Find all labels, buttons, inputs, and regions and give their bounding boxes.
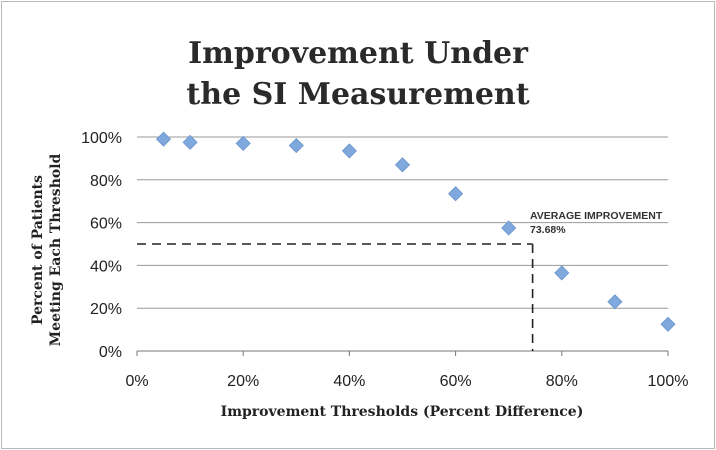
data-point bbox=[341, 143, 357, 159]
y-tick-label: 20% bbox=[90, 301, 122, 318]
annotation-label: AVERAGE IMPROVEMENT bbox=[530, 210, 663, 222]
x-tick-labels: 0% 20% 40% 60% 80% 100% bbox=[125, 373, 688, 390]
x-tick-label: 100% bbox=[648, 373, 689, 390]
annotation-value: 73.68% bbox=[530, 224, 566, 236]
chart-title-line-2: the SI Measurement bbox=[186, 77, 530, 112]
data-point bbox=[501, 220, 517, 236]
data-point bbox=[554, 265, 570, 281]
y-axis-title-line-2: Meeting Each Threshold bbox=[48, 153, 64, 346]
x-tick-label: 0% bbox=[125, 373, 148, 390]
y-tick-label: 60% bbox=[90, 216, 122, 233]
data-point bbox=[155, 131, 172, 147]
y-tick-label: 0% bbox=[99, 344, 122, 361]
chart-title-line-1: Improvement Under bbox=[188, 36, 528, 71]
data-point bbox=[235, 135, 251, 151]
x-tick-label: 40% bbox=[333, 373, 365, 390]
x-tick-label: 20% bbox=[227, 373, 259, 390]
x-tick-label: 80% bbox=[546, 373, 578, 390]
y-tick-labels: 0% 20% 40% 60% 80% 100% bbox=[81, 130, 122, 361]
x-tick-label: 60% bbox=[440, 373, 472, 390]
y-tick-label: 80% bbox=[90, 173, 122, 190]
y-tick-label: 100% bbox=[81, 130, 122, 147]
data-point bbox=[182, 134, 198, 150]
reference-lines bbox=[137, 243, 534, 351]
data-point bbox=[288, 137, 304, 154]
data-point bbox=[660, 316, 676, 332]
gridlines bbox=[136, 136, 669, 356]
x-axis-title: Improvement Thresholds (Percent Differen… bbox=[221, 404, 584, 420]
data-point bbox=[607, 294, 623, 310]
data-point bbox=[448, 186, 464, 202]
y-axis-title-line-1: Percent of Patients bbox=[30, 175, 46, 325]
y-tick-label: 40% bbox=[90, 258, 122, 275]
data-point bbox=[394, 157, 411, 173]
data-points bbox=[155, 131, 676, 332]
